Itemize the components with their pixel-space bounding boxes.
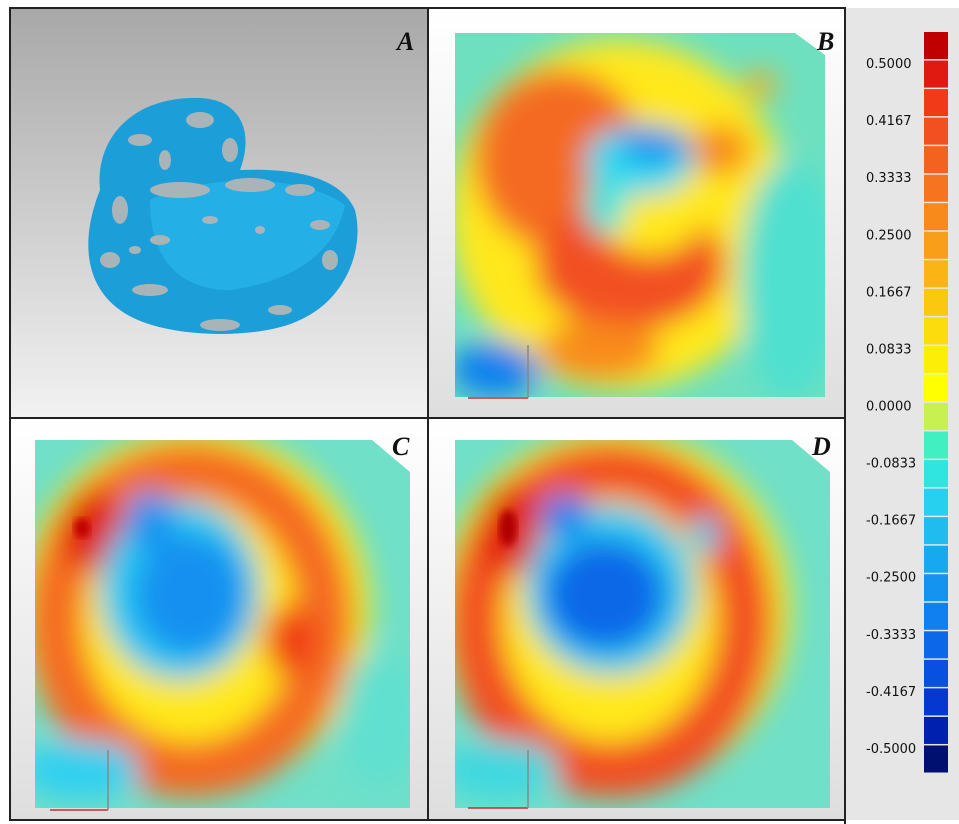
color-swatch xyxy=(924,517,948,544)
color-swatch xyxy=(924,317,948,344)
colorbar-label: -0.3333 xyxy=(866,628,916,643)
color-swatch xyxy=(924,660,948,687)
heatmap-b xyxy=(450,33,840,400)
color-swatch xyxy=(924,489,948,516)
panel-label: A xyxy=(395,27,414,56)
color-swatch xyxy=(924,432,948,459)
color-swatch xyxy=(924,745,948,772)
color-swatch xyxy=(924,203,948,230)
colorbar-label: -0.2500 xyxy=(866,571,916,586)
colorbar-label: 0.1667 xyxy=(866,285,912,300)
color-swatch xyxy=(924,603,948,630)
color-swatch xyxy=(924,61,948,88)
colorbar-label: -0.1667 xyxy=(866,514,916,529)
colorbar-label: 0.5000 xyxy=(866,57,912,72)
heatmap-c xyxy=(20,430,420,808)
panel-label: C xyxy=(392,432,410,461)
color-swatch xyxy=(924,717,948,744)
color-swatch xyxy=(924,146,948,173)
color-swatch xyxy=(924,460,948,487)
color-swatch xyxy=(924,32,948,59)
color-swatch xyxy=(924,631,948,658)
colorbar-label: 0.0833 xyxy=(866,342,912,357)
color-swatch xyxy=(924,346,948,373)
colorbar-label: 0.3333 xyxy=(866,171,912,186)
colorbar-label: 0.2500 xyxy=(866,228,912,243)
color-swatch xyxy=(924,374,948,401)
heatmap-d xyxy=(440,430,830,808)
color-swatch xyxy=(924,175,948,202)
colorbar-label: 0.0000 xyxy=(866,400,912,415)
panel-label: D xyxy=(811,432,831,461)
figure: A B C D 0.5000 0.4167 0.3333 0.2500 0.1667 0.… xyxy=(0,0,959,824)
color-swatch xyxy=(924,546,948,573)
color-swatch xyxy=(924,89,948,116)
panel-label: B xyxy=(816,27,834,56)
colorbar-label: -0.0833 xyxy=(866,457,916,472)
color-swatch xyxy=(924,260,948,287)
color-swatch xyxy=(924,403,948,430)
colorbar-label: -0.5000 xyxy=(866,742,916,757)
colorbar-label: -0.4167 xyxy=(866,685,916,700)
color-swatch xyxy=(924,289,948,316)
color-swatch xyxy=(924,574,948,601)
colorbar-label: 0.4167 xyxy=(866,114,912,129)
color-swatch xyxy=(924,688,948,715)
color-swatch xyxy=(924,232,948,259)
color-swatch xyxy=(924,118,948,145)
